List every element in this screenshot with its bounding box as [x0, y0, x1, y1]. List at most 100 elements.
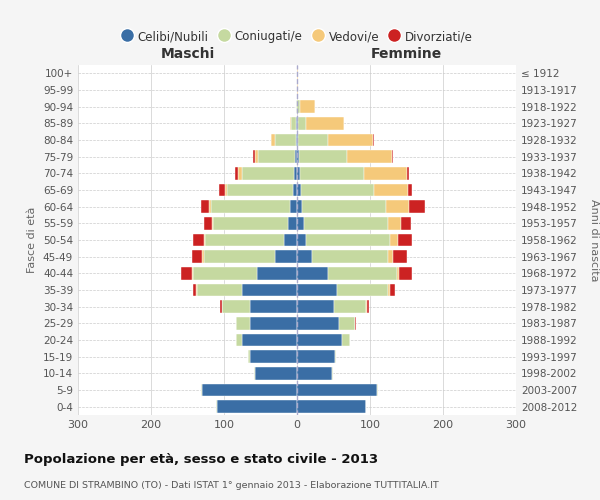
Bar: [298, 134, 328, 146]
Bar: [399, 267, 412, 280]
Bar: [213, 217, 288, 230]
Bar: [216, 400, 217, 413]
Bar: [390, 234, 398, 246]
Bar: [197, 284, 242, 296]
Bar: [296, 100, 297, 113]
Bar: [200, 200, 209, 213]
Bar: [297, 350, 335, 363]
Bar: [290, 117, 291, 130]
Bar: [401, 217, 411, 230]
Bar: [250, 350, 297, 363]
Bar: [242, 284, 297, 296]
Bar: [204, 217, 212, 230]
Bar: [253, 150, 254, 163]
Bar: [394, 250, 407, 263]
Bar: [275, 250, 297, 263]
Bar: [203, 234, 205, 246]
Bar: [293, 184, 297, 196]
Bar: [235, 167, 238, 179]
Bar: [219, 184, 225, 196]
Bar: [335, 350, 337, 363]
Bar: [259, 150, 295, 163]
Bar: [236, 334, 242, 346]
Bar: [236, 317, 250, 330]
Bar: [311, 250, 388, 263]
Bar: [296, 134, 297, 146]
Bar: [297, 367, 332, 380]
Bar: [328, 267, 397, 280]
Bar: [306, 234, 390, 246]
Bar: [298, 117, 307, 130]
Bar: [196, 284, 197, 296]
Bar: [203, 250, 275, 263]
Text: Popolazione per età, sesso e stato civile - 2013: Popolazione per età, sesso e stato civil…: [24, 452, 378, 466]
Bar: [193, 284, 196, 296]
Bar: [297, 150, 299, 163]
Bar: [250, 300, 297, 313]
Bar: [386, 200, 409, 213]
Bar: [297, 234, 306, 246]
Bar: [409, 200, 425, 213]
Bar: [192, 267, 193, 280]
Bar: [297, 167, 300, 179]
Bar: [193, 234, 203, 246]
Bar: [297, 134, 298, 146]
Bar: [242, 334, 297, 346]
Bar: [297, 117, 298, 130]
Bar: [193, 267, 257, 280]
Bar: [297, 334, 342, 346]
Bar: [307, 117, 344, 130]
Bar: [347, 150, 392, 163]
Bar: [398, 234, 412, 246]
Bar: [296, 117, 297, 130]
Bar: [304, 217, 388, 230]
Bar: [297, 67, 298, 80]
Bar: [297, 84, 298, 96]
Bar: [250, 317, 297, 330]
Bar: [297, 317, 340, 330]
Bar: [302, 200, 386, 213]
Bar: [297, 200, 302, 213]
Bar: [227, 184, 293, 196]
Text: Maschi: Maschi: [160, 48, 215, 62]
Bar: [388, 284, 390, 296]
Bar: [297, 267, 328, 280]
Bar: [212, 217, 213, 230]
Bar: [337, 284, 388, 296]
Bar: [332, 367, 333, 380]
Bar: [297, 384, 377, 396]
Bar: [297, 217, 304, 230]
Bar: [294, 167, 297, 179]
Bar: [334, 300, 367, 313]
Bar: [300, 100, 314, 113]
Bar: [367, 300, 369, 313]
Bar: [377, 384, 378, 396]
Bar: [295, 150, 297, 163]
Bar: [242, 167, 294, 179]
Bar: [288, 217, 297, 230]
Bar: [392, 150, 394, 163]
Text: Femmine: Femmine: [371, 48, 442, 62]
Bar: [248, 350, 250, 363]
Bar: [238, 167, 242, 179]
Bar: [202, 384, 297, 396]
Bar: [407, 167, 409, 179]
Text: COMUNE DI STRAMBINO (TO) - Dati ISTAT 1° gennaio 2013 - Elaborazione TUTTITALIA.: COMUNE DI STRAMBINO (TO) - Dati ISTAT 1°…: [24, 481, 439, 490]
Bar: [225, 184, 227, 196]
Bar: [364, 167, 407, 179]
Bar: [192, 250, 202, 263]
Bar: [254, 367, 297, 380]
Bar: [217, 400, 297, 413]
Bar: [297, 284, 337, 296]
Bar: [342, 334, 350, 346]
Bar: [328, 134, 373, 146]
Bar: [254, 150, 259, 163]
Y-axis label: Fasce di età: Fasce di età: [28, 207, 37, 273]
Bar: [340, 317, 355, 330]
Bar: [297, 400, 367, 413]
Bar: [209, 200, 211, 213]
Bar: [290, 200, 297, 213]
Bar: [205, 234, 284, 246]
Bar: [355, 317, 356, 330]
Bar: [291, 117, 296, 130]
